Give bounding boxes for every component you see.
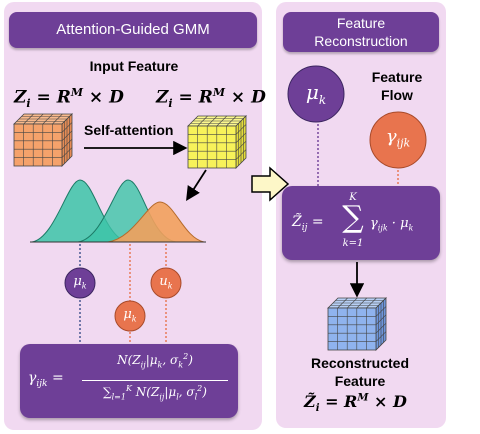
reconstructed-line2: Feature <box>334 373 386 389</box>
feature-mu-k-label: μk <box>305 80 327 107</box>
attention-gmm-title: Attention-Guided GMM <box>9 12 257 48</box>
feature-flow-line1: Feature <box>371 69 423 85</box>
input-feature-label: Input Feature <box>89 58 179 74</box>
feature-reconstruction-title: Feature Reconstruction <box>283 12 439 52</box>
recon-formula-lhs: Z̃ij = <box>292 214 324 233</box>
reconstructed-feature-label: Reconstructed Feature <box>292 354 428 390</box>
input-feature-cube <box>13 113 73 167</box>
recon-sum-lower: k=1 <box>342 238 364 249</box>
gaussian-mixture-curves <box>30 179 206 243</box>
reconstructed-line1: Reconstructed <box>310 355 410 371</box>
recon-formula-box: Z̃ij = K ∑ k=1 γijk · μk <box>282 186 440 260</box>
self-attention-label: Self-attention <box>84 122 174 138</box>
mu-k-label: μk <box>73 274 87 291</box>
feature-gamma-label: γijk <box>385 126 411 150</box>
feature-flow-line2: Flow <box>381 87 413 103</box>
mu-k-lower-label: μk <box>123 307 137 324</box>
feature-flow-label: Feature Flow <box>362 68 432 104</box>
transition-arrow <box>251 166 290 202</box>
feature-reconstruction-title-line1: Feature <box>336 15 386 31</box>
z-eq-left: Zi = RM × D <box>14 86 124 111</box>
u-k-label: uk <box>159 274 173 291</box>
gamma-fraction-bar <box>82 380 228 381</box>
feature-reconstruction-title-line2: Reconstruction <box>314 33 408 49</box>
mu-k-lower-circle <box>114 300 146 332</box>
recon-sum-sigma: ∑ <box>342 200 364 235</box>
attention-feature-cube <box>187 115 247 169</box>
reconstructed-feature-cube <box>327 297 387 351</box>
z-eq-right: Zi = RM × D <box>156 86 266 111</box>
gamma-formula-numerator: N(Zij|μk, σk2) <box>117 352 193 370</box>
feature-mu-k-circle <box>287 65 345 123</box>
gamma-formula-denominator: ∑l=1K N(Zij|μl, σl2) <box>103 384 207 402</box>
cube-to-gmm-arrow <box>186 169 207 202</box>
mu-k-circle <box>64 267 96 299</box>
recon-sum-upper: K <box>349 192 357 203</box>
z-tilde-eq: Z̃i = RM × D <box>304 392 407 415</box>
feature-gamma-circle <box>369 111 427 169</box>
gamma-formula-lhs: γijk = <box>28 370 64 389</box>
gamma-formula-box: γijk = N(Zij|μk, σk2) ∑l=1K N(Zij|μl, σl… <box>20 344 238 418</box>
recon-formula-rhs: γijk · μk <box>370 216 414 233</box>
u-k-circle <box>150 267 182 299</box>
